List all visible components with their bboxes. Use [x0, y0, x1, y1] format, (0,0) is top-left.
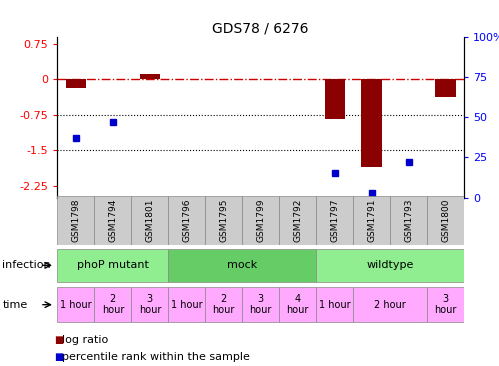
Bar [94, 287, 131, 322]
Text: GSM1797: GSM1797 [330, 199, 339, 242]
Text: GSM1791: GSM1791 [367, 199, 376, 242]
Bar [205, 196, 242, 245]
Text: wildtype: wildtype [366, 260, 414, 270]
Bar [94, 196, 131, 245]
Bar [131, 196, 168, 245]
Text: 1 hour: 1 hour [171, 300, 203, 310]
Bar [242, 287, 279, 322]
Text: 3
hour: 3 hour [250, 294, 272, 315]
Text: 2 hour: 2 hour [374, 300, 406, 310]
Bar [353, 196, 390, 245]
Bar [57, 249, 168, 282]
Text: 2
hour: 2 hour [213, 294, 235, 315]
Bar [57, 196, 94, 245]
Bar [316, 249, 464, 282]
Bar [168, 249, 316, 282]
Bar [436, 79, 456, 97]
Bar [57, 287, 94, 322]
Text: GSM1801: GSM1801 [145, 199, 154, 242]
Bar [427, 196, 464, 245]
Text: 3
hour: 3 hour [435, 294, 457, 315]
Text: GSM1793: GSM1793 [404, 199, 413, 242]
Text: phoP mutant: phoP mutant [77, 260, 149, 270]
Bar [361, 79, 382, 167]
Text: ■: ■ [54, 335, 63, 346]
Text: 2
hour: 2 hour [102, 294, 124, 315]
Bar [324, 79, 345, 119]
Text: GSM1794: GSM1794 [108, 199, 117, 242]
Text: time: time [2, 300, 28, 310]
Text: GSM1796: GSM1796 [182, 199, 191, 242]
Bar [168, 287, 205, 322]
Title: GDS78 / 6276: GDS78 / 6276 [213, 22, 309, 36]
Bar [131, 287, 168, 322]
Bar [316, 287, 353, 322]
Text: 1 hour: 1 hour [319, 300, 350, 310]
Text: mock: mock [227, 260, 257, 270]
Bar [242, 196, 279, 245]
Text: 4
hour: 4 hour [286, 294, 309, 315]
Bar [427, 287, 464, 322]
Text: GSM1795: GSM1795 [219, 199, 228, 242]
Text: GSM1799: GSM1799 [256, 199, 265, 242]
Bar [390, 196, 427, 245]
Bar [205, 287, 242, 322]
Text: log ratio: log ratio [62, 335, 109, 346]
Text: percentile rank within the sample: percentile rank within the sample [62, 352, 250, 362]
Text: GSM1800: GSM1800 [441, 199, 450, 242]
Text: ■: ■ [54, 352, 63, 362]
Bar [316, 196, 353, 245]
Text: 1 hour: 1 hour [60, 300, 92, 310]
Bar [168, 196, 205, 245]
Text: infection: infection [2, 260, 51, 270]
Bar [279, 196, 316, 245]
Text: GSM1798: GSM1798 [71, 199, 80, 242]
Bar [353, 287, 427, 322]
Bar [279, 287, 316, 322]
Text: 3
hour: 3 hour [139, 294, 161, 315]
Bar [66, 79, 86, 88]
Text: GSM1792: GSM1792 [293, 199, 302, 242]
Bar [140, 74, 160, 79]
